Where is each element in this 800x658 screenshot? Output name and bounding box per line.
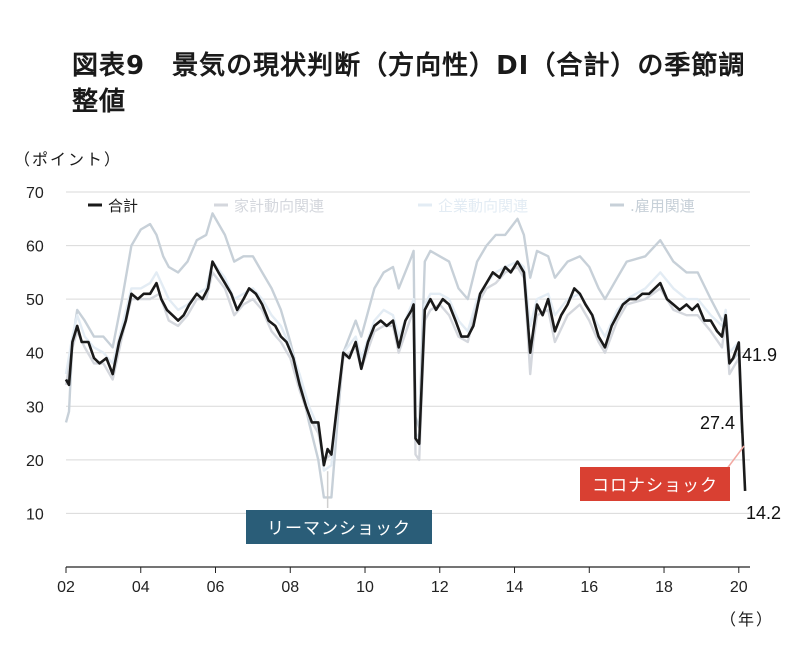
annotation-1: 27.4	[700, 413, 735, 433]
x-tick-14: 14	[506, 579, 524, 596]
x-tick-18: 18	[655, 579, 673, 596]
series-line-1	[64, 265, 743, 462]
y-tick-60: 60	[26, 239, 44, 256]
callout-leader-1	[725, 445, 745, 471]
y-tick-10: 10	[26, 506, 44, 523]
legend-label-1: 家計動向関連	[234, 197, 324, 215]
x-tick-12: 12	[431, 579, 449, 596]
y-axis-ticks: 10 20 30 40 50 60 70	[26, 185, 44, 523]
value-annotations: 41.9 27.4 14.2	[700, 345, 781, 523]
series-lines	[64, 212, 747, 499]
chart-title: 図表9 景気の現状判断（方向性）DI（合計）の季節調整値	[72, 51, 746, 117]
legend-label-2: 企業動向関連	[438, 197, 528, 215]
x-tick-06: 06	[207, 579, 225, 596]
y-tick-40: 40	[26, 346, 44, 363]
x-tick-16: 16	[580, 579, 598, 596]
series-line-3	[64, 212, 743, 499]
callout-label-0: リーマンショック	[267, 519, 411, 539]
x-axis-unit-label: （年）	[720, 610, 775, 629]
y-tick-70: 70	[26, 185, 44, 202]
y-tick-20: 20	[26, 453, 44, 470]
y-tick-50: 50	[26, 292, 44, 309]
callout-box-0	[246, 510, 432, 544]
legend: 合計 家計動向関連 企業動向関連 .雇用関連	[88, 197, 695, 215]
annotation-2: 14.2	[746, 503, 781, 523]
x-tick-10: 10	[356, 579, 374, 596]
x-tick-02: 02	[57, 579, 75, 596]
x-axis-ticks: 02 04 06 08 10 12 14 16 18 20	[57, 567, 748, 596]
x-tick-04: 04	[132, 579, 150, 596]
y-axis-unit-label: （ポイント）	[14, 150, 123, 169]
legend-label-3: .雇用関連	[630, 197, 695, 215]
legend-label-0: 合計	[108, 197, 138, 215]
series-line-0	[64, 260, 747, 491]
series-line-2	[64, 260, 743, 472]
x-tick-08: 08	[281, 579, 299, 596]
event-callouts: リーマンショック コロナショック	[246, 445, 745, 544]
x-tick-20: 20	[730, 579, 748, 596]
y-tick-30: 30	[26, 399, 44, 416]
callout-box-1	[580, 467, 730, 501]
callout-label-1: コロナショック	[592, 476, 718, 496]
annotation-0: 41.9	[742, 345, 777, 365]
